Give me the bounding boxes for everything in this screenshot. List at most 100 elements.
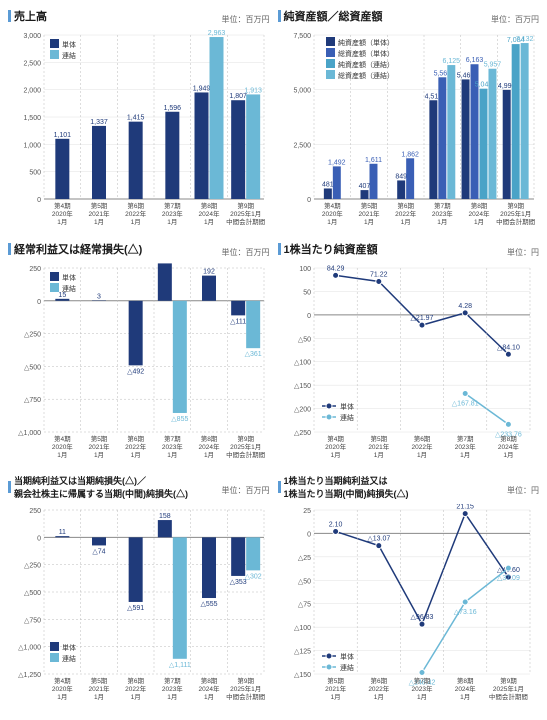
svg-text:481: 481 [322, 181, 334, 188]
svg-text:第6期2022年1月: 第6期2022年1月 [411, 434, 432, 459]
svg-text:第5期2021年1月: 第5期2021年1月 [325, 676, 346, 701]
svg-text:第8期2024年1月: 第8期2024年1月 [468, 201, 489, 226]
svg-text:△1,000: △1,000 [18, 430, 41, 437]
unit-label: 単位：円 [507, 247, 539, 258]
svg-text:5,957: 5,957 [483, 62, 501, 69]
svg-text:△25: △25 [297, 555, 310, 562]
svg-text:第5期2021年1月: 第5期2021年1月 [89, 676, 110, 701]
svg-text:△361: △361 [245, 351, 262, 358]
svg-text:第7期2023年1月: 第7期2023年1月 [431, 201, 452, 226]
panel-title: 当期純利益又は当期純損失(△)／ 親会社株主に帰属する当期(中間)純損失(△) [8, 474, 188, 500]
svg-text:2,963: 2,963 [208, 30, 226, 37]
svg-text:第6期2022年1月: 第6期2022年1月 [125, 201, 146, 226]
svg-text:純資産額（連結）: 純資産額（連結） [338, 60, 394, 69]
svg-text:849: 849 [395, 173, 407, 180]
svg-text:0: 0 [307, 197, 311, 204]
svg-text:第4期2020年1月: 第4期2020年1月 [52, 434, 73, 459]
svg-text:第4期2020年1月: 第4期2020年1月 [52, 201, 73, 226]
svg-text:25: 25 [303, 508, 311, 515]
svg-text:4.28: 4.28 [458, 303, 472, 310]
svg-text:2,000: 2,000 [23, 88, 41, 95]
svg-text:△1,111: △1,111 [169, 662, 191, 669]
svg-text:第6期2022年1月: 第6期2022年1月 [395, 201, 416, 226]
svg-text:第5期2021年1月: 第5期2021年1月 [358, 201, 379, 226]
svg-text:158: 158 [159, 513, 171, 520]
svg-text:△125: △125 [293, 649, 310, 656]
svg-text:△21.97: △21.97 [410, 315, 433, 322]
svg-text:連結: 連結 [62, 51, 76, 60]
svg-text:△492: △492 [127, 368, 144, 375]
unit-label: 単位：円 [507, 485, 539, 496]
svg-text:単体: 単体 [340, 402, 354, 411]
svg-text:1,415: 1,415 [127, 115, 145, 122]
svg-text:第8期2024年1月: 第8期2024年1月 [199, 676, 220, 701]
chart-assets: 02,5005,0007,5004814078494,5165,4694,990… [278, 29, 538, 229]
svg-text:0: 0 [37, 197, 41, 204]
svg-text:1,000: 1,000 [23, 142, 41, 149]
chart-revenue: 05001,0001,5002,0002,5003,0001,1011,3371… [8, 29, 268, 229]
svg-text:△555: △555 [200, 601, 217, 608]
panel-title: 1株当たり純資産額 [278, 241, 378, 257]
svg-text:第9期2025年1月中間会計期間: 第9期2025年1月中間会計期間 [496, 201, 535, 226]
svg-text:単体: 単体 [62, 273, 76, 282]
unit-label: 単位：百万円 [491, 14, 539, 25]
svg-text:0: 0 [307, 531, 311, 538]
unit-label: 単位：百万円 [222, 14, 270, 25]
svg-text:1,500: 1,500 [23, 115, 41, 122]
svg-text:第6期2022年1月: 第6期2022年1月 [368, 676, 389, 701]
svg-text:第9期2025年1月中間会計期間: 第9期2025年1月中間会計期間 [226, 201, 265, 226]
svg-text:△100: △100 [293, 625, 310, 632]
svg-text:第8期2024年1月: 第8期2024年1月 [199, 201, 220, 226]
svg-text:第5期2021年1月: 第5期2021年1月 [89, 201, 110, 226]
svg-text:第8期2024年1月: 第8期2024年1月 [497, 434, 518, 459]
chart-netassets-pershare: △250△200△150△100△5005010084.2971.22△21.9… [278, 262, 538, 462]
svg-text:0: 0 [37, 535, 41, 542]
svg-text:△150: △150 [293, 672, 310, 679]
svg-text:第5期2021年1月: 第5期2021年1月 [368, 434, 389, 459]
svg-text:△1,250: △1,250 [18, 672, 41, 679]
svg-text:△250: △250 [24, 332, 41, 339]
svg-text:△500: △500 [24, 590, 41, 597]
svg-text:△150: △150 [293, 383, 310, 390]
panel-ordinary: 経常利益又は経常損失(△) 単位：百万円 △1,000△750△500△2500… [8, 241, 270, 462]
svg-text:1,949: 1,949 [193, 85, 211, 92]
panel-netassets-pershare: 1株当たり純資産額 単位：円 △250△200△150△100△50050100… [278, 241, 540, 462]
panel-revenue: 売上高 単位：百万円 05001,0001,5002,0002,5003,000… [8, 8, 270, 229]
chart-grid: 売上高 単位：百万円 05001,0001,5002,0002,5003,000… [8, 8, 539, 704]
svg-text:総資産額（単体）: 総資産額（単体） [338, 49, 394, 58]
svg-text:1,596: 1,596 [164, 105, 182, 112]
svg-text:△167.81: △167.81 [451, 400, 478, 407]
panel-title: 1株当たり当期純利益又は 1株当たり当期(中間)純損失(△) [278, 474, 409, 500]
svg-text:2,500: 2,500 [293, 142, 311, 149]
svg-text:11: 11 [59, 529, 66, 536]
svg-text:1,611: 1,611 [364, 157, 381, 164]
svg-text:1,337: 1,337 [90, 119, 108, 126]
svg-text:△302: △302 [245, 573, 262, 580]
svg-text:第4期2020年1月: 第4期2020年1月 [52, 676, 73, 701]
svg-text:285: 285 [159, 262, 171, 263]
svg-text:単体: 単体 [340, 652, 354, 661]
chart-ordinary: △1,000△750△500△2500250153△492285192△111△… [8, 262, 268, 462]
svg-text:△50: △50 [297, 336, 310, 343]
svg-text:3,000: 3,000 [23, 33, 41, 40]
panel-title: 純資産額／総資産額 [278, 8, 383, 24]
svg-text:第7期2023年1月: 第7期2023年1月 [162, 201, 183, 226]
svg-text:△73.16: △73.16 [453, 609, 476, 616]
svg-text:2.10: 2.10 [328, 521, 342, 528]
svg-text:1,492: 1,492 [328, 159, 346, 166]
svg-text:△96.83: △96.83 [410, 614, 433, 621]
svg-text:第7期2023年1月: 第7期2023年1月 [454, 434, 475, 459]
svg-text:71.22: 71.22 [370, 271, 388, 278]
svg-text:△591: △591 [127, 605, 144, 612]
svg-text:△13.07: △13.07 [367, 536, 390, 543]
svg-text:250: 250 [29, 266, 41, 273]
svg-text:△750: △750 [24, 397, 41, 404]
svg-text:連結: 連結 [340, 663, 354, 672]
chart-netincome: △1,250△1,000△750△500△250025011△74△591158… [8, 504, 268, 704]
unit-label: 単位：百万円 [222, 485, 270, 496]
panel-title: 売上高 [8, 8, 47, 24]
svg-text:第8期2024年1月: 第8期2024年1月 [454, 676, 475, 701]
svg-text:△50: △50 [297, 578, 310, 585]
panel-eps: 1株当たり当期純利益又は 1株当たり当期(中間)純損失(△) 単位：円 △150… [278, 474, 540, 704]
panel-title: 経常利益又は経常損失(△) [8, 241, 142, 257]
